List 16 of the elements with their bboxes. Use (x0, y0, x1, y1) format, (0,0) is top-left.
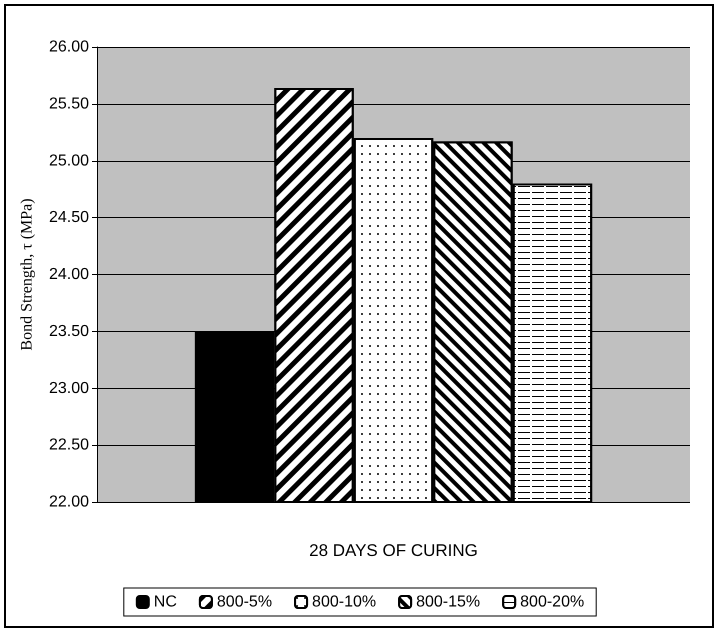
legend-label: 800-20% (520, 594, 584, 610)
y-tick-label: 24.00 (48, 266, 90, 283)
y-axis-title: Bond Strength, τ (MPa) (18, 198, 36, 351)
y-tick-label: 25.50 (48, 95, 90, 112)
y-tick-label: 25.00 (48, 152, 90, 170)
legend-label: 800-5% (216, 594, 272, 610)
y-tick-label: 24.50 (48, 209, 90, 226)
x-tick-label: 28 DAYS OF CURING (309, 541, 478, 560)
y-tick-label: 22.00 (48, 494, 90, 510)
y-tick-label: 23.50 (48, 322, 90, 340)
legend-label: 800-15% (416, 594, 480, 610)
legend-label: 800-10% (312, 594, 376, 610)
y-tick-label: 22.50 (48, 436, 90, 454)
legend-label: NC (154, 594, 177, 610)
y-tick-label: 23.00 (48, 380, 90, 397)
y-tick-label: 26.00 (48, 38, 90, 56)
